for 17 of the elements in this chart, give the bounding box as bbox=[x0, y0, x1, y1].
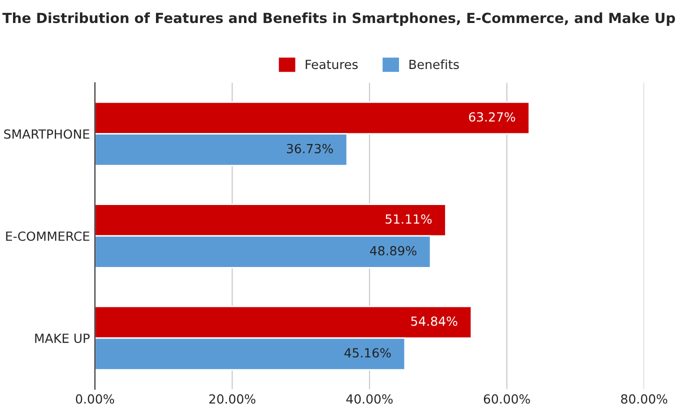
data-label: 54.84% bbox=[411, 316, 458, 326]
x-tick-label: 60.00% bbox=[484, 394, 530, 404]
data-label: 36.73% bbox=[286, 144, 333, 154]
x-tick-label: 20.00% bbox=[209, 394, 256, 404]
legend-label: Benefits bbox=[410, 59, 459, 70]
chart-title: The Distribution of Features and Benefits in Smartphones, E-Commerce, and Make Up bbox=[2, 12, 676, 26]
data-label: 48.89% bbox=[370, 246, 416, 256]
data-label: 63.27% bbox=[469, 112, 516, 122]
legend-label: Features bbox=[306, 60, 358, 70]
x-tick-label: 0.00% bbox=[76, 394, 114, 404]
data-label: 45.16% bbox=[344, 348, 391, 358]
y-tick-label: SMARTPHONE bbox=[4, 129, 90, 139]
y-tick-label: E-COMMERCE bbox=[6, 231, 90, 241]
x-tick-label: 80.00% bbox=[621, 394, 668, 404]
x-tick-label: 40.00% bbox=[346, 394, 393, 404]
data-label: 51.11% bbox=[386, 214, 432, 224]
y-tick-label: MAKE UP bbox=[35, 334, 90, 344]
